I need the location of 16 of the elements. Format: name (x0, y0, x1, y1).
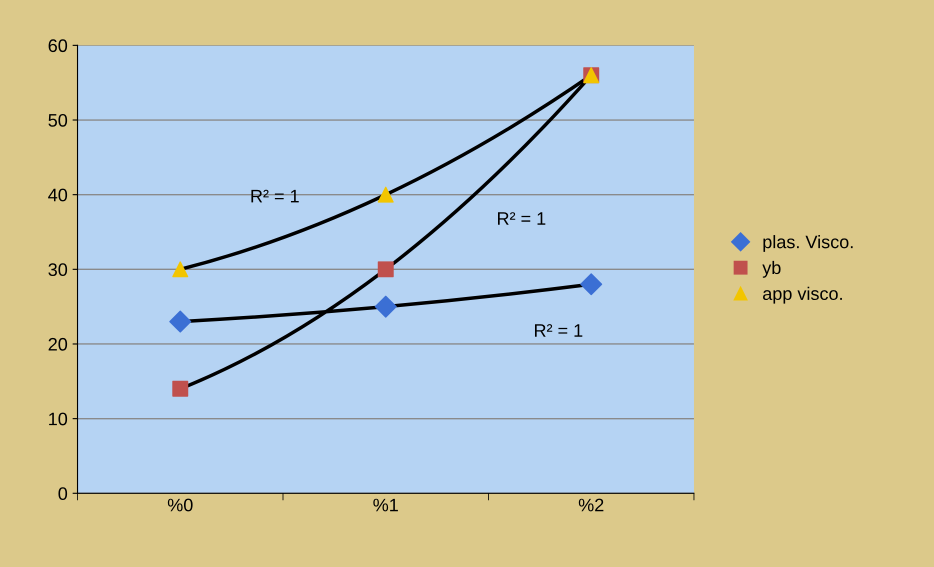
y-tick-label: 20 (48, 338, 68, 351)
y-tick-label: 10 (49, 412, 68, 426)
y-tick-label: 30 (48, 263, 68, 276)
x-tick-label: %2 (578, 498, 604, 512)
y-tick-label: 50 (48, 114, 68, 127)
annotation: R² = 1 (251, 190, 299, 202)
annotation: R² = 1 (498, 212, 546, 225)
x-tick-label: %0 (168, 498, 193, 512)
y-tick-label: 60 (48, 39, 68, 52)
y-tick-label: 0 (58, 487, 68, 500)
legend-label: yb (762, 260, 781, 278)
y-tick-label: 40 (48, 188, 68, 202)
legend-label: plas. Visco. (763, 235, 853, 252)
annotation: R² = 1 (534, 324, 582, 337)
legend-label: app visco. (763, 286, 842, 304)
x-tick-label: %1 (373, 498, 398, 512)
